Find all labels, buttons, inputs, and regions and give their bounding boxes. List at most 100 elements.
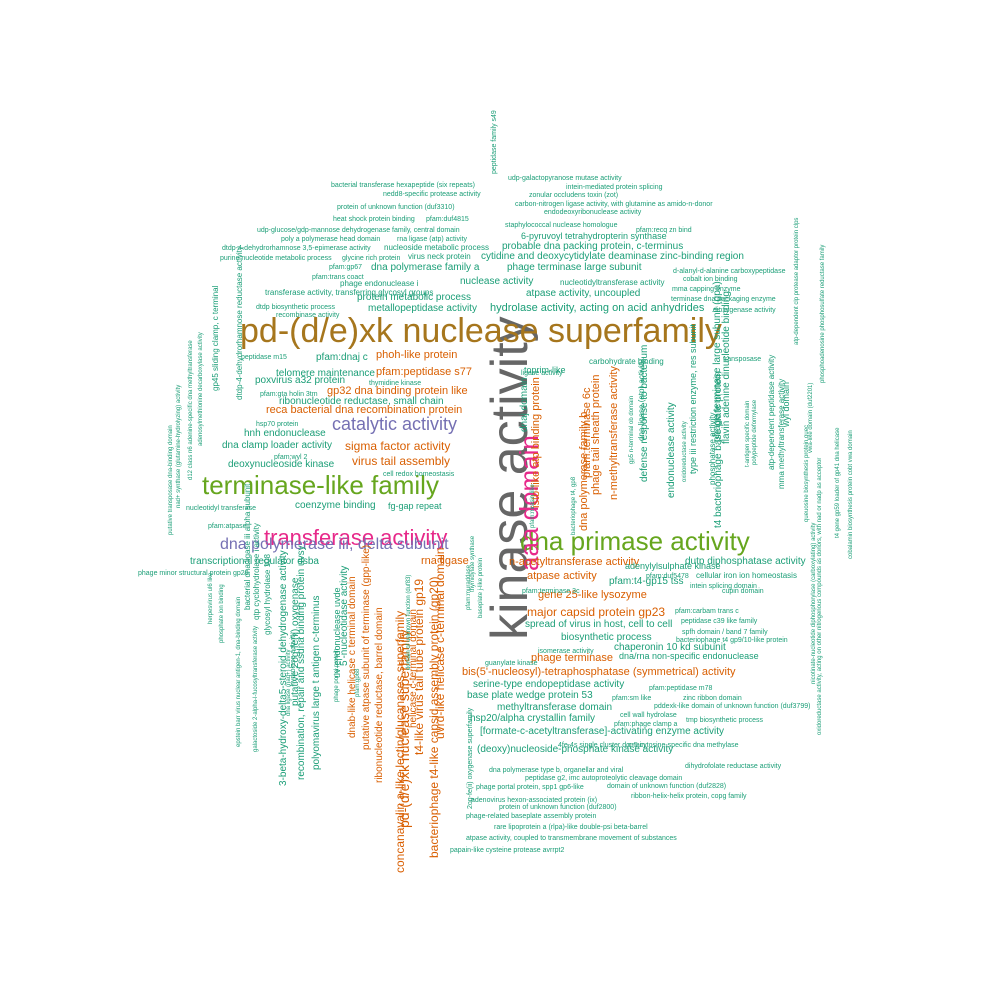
word-cloud-term: cell wall hydrolase [620, 712, 677, 719]
word-cloud-term: putative atpase subunit of terminase (gp… [361, 544, 372, 750]
word-cloud-term: d-alanyl-d-alanine carboxypeptidase [673, 268, 786, 275]
word-cloud-term: pfam:gta holin 3tm [260, 391, 318, 398]
word-cloud-term: phage terminase large subunit [507, 262, 642, 273]
word-cloud-term: cupin domain [722, 588, 764, 595]
word-cloud-term: pfam:recq zn bind [636, 227, 692, 234]
word-cloud-term: bacterial dna ligase iii alpha subunit [243, 483, 252, 610]
word-cloud-term: dna primase activity [520, 526, 750, 556]
word-cloud-term: dna/rna non-specific endonuclease [619, 651, 759, 661]
word-cloud-term: poxvirus a32 protein [255, 375, 346, 386]
word-cloud-term: cobalt ion binding [683, 276, 738, 283]
word-cloud-term: pfam:muraddase [466, 564, 472, 610]
word-cloud-term: carbohydrate binding [589, 357, 664, 366]
word-cloud-term: protein of unknown function (duf3310) [337, 204, 455, 211]
word-cloud-term: phoh-like protein [376, 349, 458, 361]
word-cloud-term: virus tail assembly [352, 454, 451, 468]
word-cloud-term: herpesvirus ul6 like [208, 572, 214, 624]
word-cloud-term: phosphate ion binding [219, 584, 225, 643]
word-cloud-term: cellular iron ion homeostasis [696, 571, 797, 580]
word-cloud-term: pfam:dnaj c [316, 352, 368, 363]
word-cloud-term: cobalamin biosynthesis protein cobt vwa … [848, 430, 854, 559]
word-cloud-term: wyl domain [781, 381, 791, 427]
word-cloud-term: tmp biosynthetic process [686, 717, 764, 724]
word-cloud-term: nedd8-specific protease activity [383, 191, 481, 198]
word-cloud-term: spread of virus in host, cell to cell [525, 619, 673, 630]
word-cloud-term: transferase activity, transferring glyco… [265, 288, 434, 297]
word-cloud-term: polyomavirus large t antigen c-terminus [311, 595, 322, 770]
word-cloud-term: dtdp biosynthetic process [256, 304, 335, 311]
word-cloud-term: bacteriophage t4, gp8 [571, 476, 577, 535]
word-cloud-term: hydrolase activity, acting on acid anhyd… [490, 302, 705, 314]
word-cloud-term: isomerase activity [538, 648, 594, 655]
word-cloud-term: recombinase activity [276, 312, 340, 319]
word-cloud-term: thymidine kinase [369, 380, 422, 387]
word-cloud-term: nuclease activity [460, 276, 534, 287]
word-cloud-term: phage terminase [531, 652, 613, 664]
word-cloud-term: pfam:peptidase s77 [376, 366, 473, 378]
word-cloud-term: qtp cyclohydrolase i activity [252, 523, 261, 620]
word-cloud-term: phage-related baseplate assembly protein [466, 813, 597, 820]
word-cloud-term: domain of unknown function (duf2828) [607, 783, 727, 790]
word-cloud-term: pfam:t4-gp15 tss [609, 576, 684, 587]
word-cloud-term: n-methyltransferase activity [608, 366, 620, 500]
word-cloud-term: glycosyl hydrolase 108 [263, 554, 272, 635]
word-cloud-term: vwa-like domain (duf2201) [808, 382, 814, 453]
word-cloud-term: peptidase family s49 [491, 110, 498, 174]
word-cloud-term: dnaj domain [519, 377, 530, 432]
word-cloud-term: domain of unknown function (duf83) [406, 574, 412, 670]
word-cloud-term: telomere maintenance [276, 368, 375, 379]
word-cloud-term: staphylococcal nuclease homologue [505, 222, 618, 229]
word-cloud-term: ribonucleotide reductase, barrel domain [374, 607, 385, 783]
word-cloud-term: udp-glucose/gdp-mannose dehydrogenase fa… [257, 227, 460, 234]
word-cloud-term: cell redox homeostasis [383, 471, 455, 478]
word-cloud-term: reca bacterial dna recombination protein [266, 404, 463, 416]
word-cloud-term: dna clamp loader activity [222, 440, 333, 451]
word-cloud-term: t4 gene gp59 loader of gp41 dna helicase [835, 427, 841, 538]
word-cloud-term: nicotinate-nucleotide diphosphorylase (c… [811, 522, 817, 684]
word-cloud-term: type iii restriction enzyme, res subunit [688, 323, 698, 474]
word-cloud-term: oxidoreductase activity [682, 421, 688, 482]
word-cloud-term: rna ligase [421, 555, 469, 567]
word-cloud-term: atp-dependent clp protease adaptor prote… [794, 217, 800, 345]
word-cloud-term: atpase activity, uncoupled [526, 288, 641, 299]
word-cloud-term: intein splicing domain [690, 583, 757, 590]
word-cloud-term: methyltransferase domain [497, 702, 613, 713]
word-cloud-term: udp-galactopyranose mutase activity [508, 175, 622, 182]
word-cloud-term: ribbon-helix-helix protein, copg family [631, 793, 747, 800]
word-cloud-term: dna ligase (nad+) activity [286, 649, 292, 716]
word-cloud-term: dutp diphosphatase activity [685, 556, 806, 567]
word-cloud-term: catalytic activity [332, 414, 458, 434]
word-cloud-term: adenylylsulphate kinase [625, 561, 721, 571]
word-cloud-term: rna ligase (atp) activity [397, 236, 468, 243]
word-cloud-term: pfam:atpase [208, 523, 247, 530]
word-cloud-term: deoxynucleoside kinase [228, 459, 335, 470]
word-cloud-term: adenosylmethionine decarboxylase activit… [198, 332, 204, 446]
word-cloud-term: phosphatase activity [708, 412, 717, 486]
word-cloud-term: dtdp-4-dehydrorhamnose 3,5-epimerase act… [222, 245, 371, 252]
word-cloud-term: dna ligase (atp) activity [637, 359, 646, 441]
word-cloud-term: peptidase c39 like family [681, 618, 758, 625]
word-cloud-term: nucleotidyltransferase activity [560, 278, 665, 287]
word-cloud-term: putative transposase dna-binding domain [168, 425, 174, 535]
word-cloud-term: dihydrofolate reductase activity [685, 763, 782, 770]
word-cloud-term: concanavalin a-like lectin/glucanases su… [393, 610, 407, 873]
word-cloud-term: pfam:terminase 3c [522, 588, 580, 595]
word-cloud-term: hsp20/alpha crystallin family [470, 713, 596, 724]
word-cloud-term: toprim-like [524, 365, 566, 375]
word-cloud-term: biosynthetic process [561, 632, 652, 643]
word-cloud-term: bis(5'-nucleosyl)-tetraphosphatase (symm… [462, 666, 736, 678]
word-cloud-term: dna polymerase family a [371, 262, 480, 273]
word-cloud-term: pfam:trans coact [312, 274, 364, 281]
word-cloud-term: atp-dependent peptidase activity [767, 354, 776, 470]
word-cloud-term: cytidine and deoxycytidylate deaminase z… [481, 251, 744, 262]
word-cloud-term: protein metabolic process [357, 292, 471, 303]
word-cloud-term: uvrd-like helicase c-terminal domain [433, 547, 447, 739]
word-cloud-term: bacteriophage t4 gp9/10-like protein [676, 637, 788, 644]
word-cloud-term: pfam:terminase 6c [581, 387, 593, 478]
word-cloud-term: n-acetyltransferase activity [509, 556, 640, 568]
word-cloud-term: hnh endonuclease [244, 428, 326, 439]
word-cloud-term: probable dna packing protein, c-terminus [502, 241, 684, 252]
word-cloud-term: base plate wedge protein 53 [467, 690, 593, 701]
word-cloud-term: peptidase g2, imc autoproteolytic cleava… [525, 775, 683, 782]
